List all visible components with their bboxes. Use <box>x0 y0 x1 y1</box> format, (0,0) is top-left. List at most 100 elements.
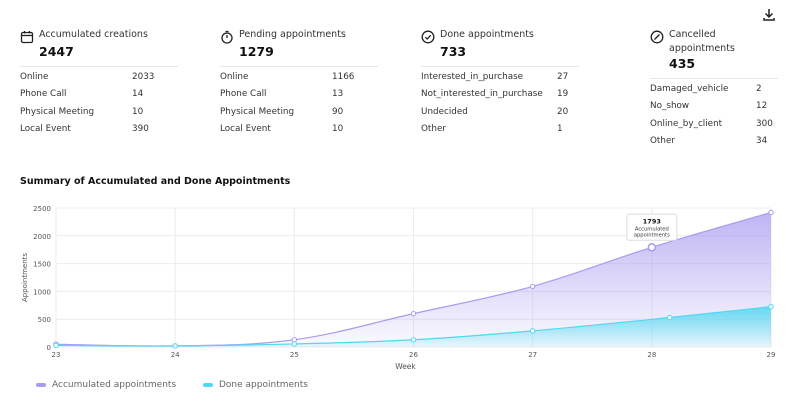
stat-label: Local Event <box>20 124 71 135</box>
stat-label: Online <box>220 72 249 82</box>
area-done <box>56 306 771 347</box>
stat-value: 34 <box>756 136 768 147</box>
card-title: Accumulated creations <box>39 29 148 40</box>
stat-label: Phone Call <box>220 89 267 100</box>
stat-value: 20 <box>557 106 569 117</box>
x-tick-label: 26 <box>409 351 418 359</box>
data-point-done <box>768 303 774 310</box>
card-total: 1279 <box>239 44 274 59</box>
stat-value: 2033 <box>132 72 155 82</box>
stat-row: Online 1166 <box>220 69 378 86</box>
legend-item-accumulated[interactable]: Accumulated appointments <box>36 380 176 390</box>
tooltip-label: appointments <box>634 232 670 238</box>
data-point-accumulated <box>53 341 59 347</box>
stat-value: 19 <box>557 89 569 100</box>
x-tick-label: 29 <box>767 351 776 359</box>
area-accumulated <box>56 212 771 347</box>
line-accumulated <box>55 211 772 347</box>
x-axis-label: Week <box>395 362 416 371</box>
data-point-accumulated <box>649 244 655 251</box>
card-total: 733 <box>440 44 467 59</box>
stat-label: Other <box>421 124 446 135</box>
card-title: Pending appointments <box>239 29 346 40</box>
stat-label: Undecided <box>421 106 468 117</box>
data-point-accumulated <box>529 283 536 290</box>
stat-card-cancelled: Cancelled appointments 435 Damaged_vehic… <box>650 28 778 151</box>
stat-value: 10 <box>332 124 344 135</box>
check-circle-icon <box>421 30 435 44</box>
stat-row: Online 2033 <box>20 69 178 86</box>
legend-item-done[interactable]: Done appointments <box>203 380 308 390</box>
y-tick-label: 1000 <box>33 288 51 296</box>
stat-value: 10 <box>132 106 144 117</box>
divider <box>220 66 378 67</box>
stat-value: 1 <box>557 124 563 135</box>
stat-value: 90 <box>332 106 344 117</box>
data-point-done <box>529 328 536 334</box>
data-point-done <box>172 343 178 349</box>
y-tick-label: 1500 <box>33 261 51 269</box>
y-tick-label: 2500 <box>33 205 51 213</box>
legend-swatch <box>36 383 46 387</box>
tooltip-value: 1793 <box>643 217 661 225</box>
legend-label: Accumulated appointments <box>52 380 177 390</box>
stat-card-accumulated: Accumulated creations 2447 Online 2033 Ph… <box>20 28 178 139</box>
stat-row: Local Event 10 <box>220 121 378 138</box>
stat-value: 13 <box>332 89 344 100</box>
card-total: 2447 <box>39 44 74 59</box>
data-point-accumulated <box>410 310 417 317</box>
stat-card-done: Done appointments 733 Interested_in_purc… <box>421 28 579 139</box>
stat-row: Damaged_vehicle 2 <box>650 81 778 98</box>
stat-value: 300 <box>756 118 773 129</box>
stat-value: 12 <box>756 101 768 112</box>
stat-row: Undecided 20 <box>421 104 579 121</box>
stat-label: Physical Meeting <box>20 106 95 117</box>
stat-row: Local Event 390 <box>20 121 178 138</box>
stat-value: 14 <box>132 89 144 100</box>
y-tick-label: 2000 <box>33 233 51 241</box>
x-tick-label: 25 <box>290 351 299 359</box>
stat-label: Local Event <box>220 124 271 135</box>
x-tick-label: 28 <box>647 351 656 359</box>
data-point-done <box>53 342 59 349</box>
data-point-accumulated <box>291 337 298 343</box>
stat-label: Damaged_vehicle <box>650 84 729 94</box>
legend-swatch <box>203 383 213 387</box>
data-point-done <box>410 337 417 343</box>
stat-row: Phone Call 14 <box>20 86 178 103</box>
stat-label: Phone Call <box>20 89 67 100</box>
chart-title: Summary of Accumulated and Done Appointm… <box>20 176 291 187</box>
y-axis-label: Appointments <box>21 253 29 302</box>
stat-row: No_show 12 <box>650 98 778 115</box>
stat-row: Physical Meeting 90 <box>220 104 378 121</box>
stat-label: Online_by_client <box>650 118 723 129</box>
card-title: Cancelled appointments <box>669 29 735 54</box>
stat-row: Online_by_client 300 <box>650 116 778 133</box>
calendar-icon <box>20 31 34 44</box>
data-point-accumulated <box>768 209 774 216</box>
stat-row: Interested_in_purchase 27 <box>421 69 579 86</box>
stat-label: Interested_in_purchase <box>421 72 524 82</box>
x-tick-label: 27 <box>528 351 537 359</box>
y-tick-label: 500 <box>38 316 51 324</box>
data-point-done <box>667 314 673 321</box>
legend-label: Done appointments <box>219 380 308 390</box>
stat-label: Not_interested_in_purchase <box>421 89 543 100</box>
stat-row: Not_interested_in_purchase 19 <box>421 86 579 103</box>
stat-row: Physical Meeting 10 <box>20 104 178 121</box>
stat-row: Other 1 <box>421 121 579 138</box>
stat-label: Other <box>650 136 675 147</box>
stat-value: 27 <box>557 72 569 82</box>
divider <box>421 66 579 67</box>
stopwatch-icon <box>221 30 233 44</box>
tooltip-box <box>626 213 678 241</box>
stat-label: Online <box>20 72 49 82</box>
download-button[interactable] <box>760 6 778 24</box>
download-icon <box>763 9 775 21</box>
x-tick-label: 23 <box>52 351 61 359</box>
stat-value: 390 <box>132 124 149 135</box>
line-done <box>55 306 772 347</box>
tooltip-point <box>647 243 657 252</box>
x-tick-label: 24 <box>171 351 180 359</box>
data-point-accumulated <box>172 343 178 349</box>
